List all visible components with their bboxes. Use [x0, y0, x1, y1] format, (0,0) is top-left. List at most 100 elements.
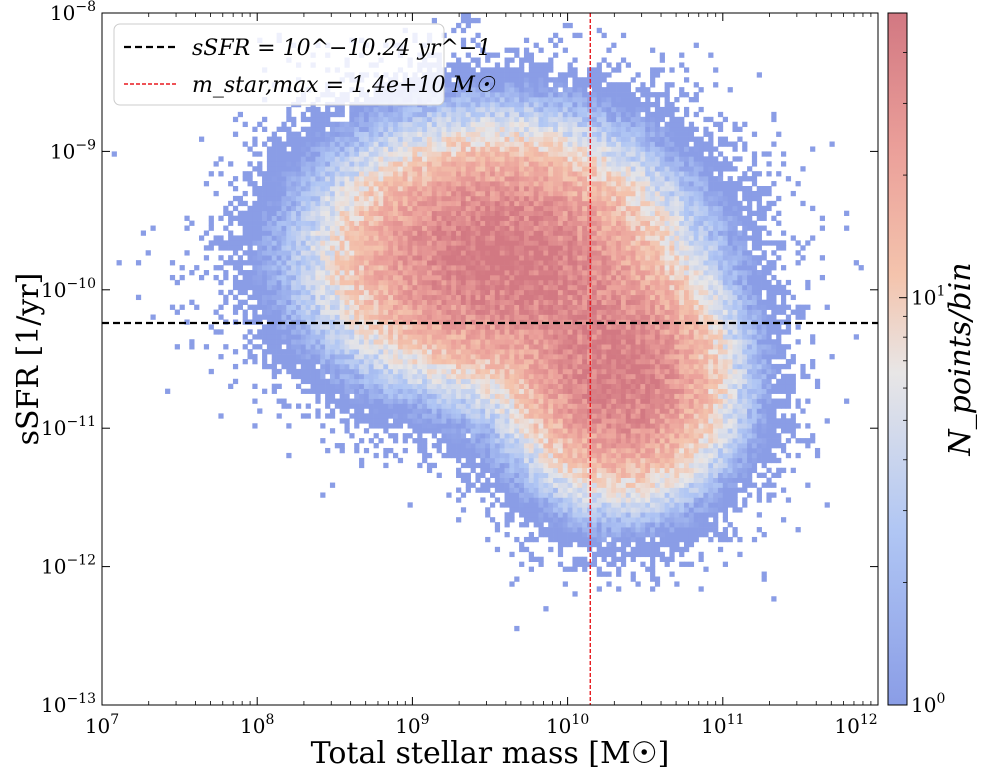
heatmap-cell: [548, 507, 554, 513]
heatmap-cell: [266, 161, 273, 167]
heatmap-cell: [320, 166, 326, 172]
heatmap-cell: [553, 186, 559, 192]
heatmap-cell: [456, 373, 462, 380]
heatmap-cell: [519, 329, 525, 335]
heatmap-cell: [417, 260, 423, 266]
heatmap-cell: [431, 462, 437, 469]
heatmap-cell: [470, 106, 476, 113]
heatmap-cell: [276, 126, 282, 132]
heatmap-cell: [509, 551, 515, 558]
heatmap-cell: [344, 363, 350, 370]
heatmap-cell: [378, 235, 384, 241]
heatmap-cell: [499, 274, 505, 281]
heatmap-cell: [286, 151, 292, 157]
heatmap-cell: [354, 349, 360, 355]
heatmap-cell: [509, 314, 515, 320]
heatmap-cell: [422, 270, 428, 276]
heatmap-cell: [271, 344, 277, 350]
heatmap-cell: [325, 270, 331, 276]
heatmap-cell: [359, 220, 365, 226]
heatmap-cell: [402, 270, 408, 276]
heatmap-cell: [325, 121, 331, 128]
heatmap-cell: [242, 289, 248, 296]
heatmap-cell: [378, 309, 384, 315]
heatmap-cell: [281, 141, 287, 147]
heatmap-cell: [475, 240, 481, 246]
heatmap-cell: [465, 329, 471, 335]
heatmap-cell: [553, 250, 559, 256]
heatmap-cell: [504, 329, 510, 335]
heatmap-cell: [548, 57, 554, 63]
heatmap-cell: [523, 210, 530, 216]
heatmap-cell: [388, 111, 394, 118]
heatmap-cell: [528, 116, 534, 123]
heatmap-cell: [426, 181, 433, 187]
heatmap-cell: [286, 270, 292, 276]
heatmap-cell: [475, 403, 481, 409]
heatmap-cell: [315, 186, 321, 192]
heatmap-cell: [257, 166, 263, 172]
heatmap-cell: [553, 497, 559, 503]
heatmap-cell: [407, 294, 413, 301]
heatmap-cell: [451, 314, 457, 320]
heatmap-cell: [494, 319, 501, 325]
heatmap-cell: [475, 230, 481, 236]
heatmap-cell: [271, 250, 277, 256]
heatmap-cell: [329, 363, 336, 370]
heatmap-cell: [349, 220, 355, 226]
heatmap-cell: [383, 190, 389, 197]
heatmap-cell: [281, 329, 287, 335]
heatmap-cell: [528, 131, 534, 137]
heatmap-cell: [310, 171, 316, 177]
heatmap-cell: [509, 284, 515, 291]
heatmap-cell: [393, 433, 399, 439]
heatmap-cell: [339, 136, 345, 142]
heatmap-cell: [441, 324, 447, 330]
heatmap-cell: [543, 156, 549, 162]
heatmap-cell: [344, 225, 350, 231]
heatmap-cell: [296, 339, 302, 345]
heatmap-cell: [334, 240, 340, 246]
heatmap-cell: [422, 265, 428, 271]
heatmap-cell: [538, 230, 544, 236]
heatmap-cell: [441, 398, 447, 404]
heatmap-cell: [441, 309, 447, 315]
heatmap-cell: [480, 265, 486, 271]
heatmap-cell: [359, 106, 365, 113]
heatmap-cell: [485, 82, 491, 88]
heatmap-cell: [480, 339, 486, 345]
heatmap-cell: [490, 190, 496, 197]
heatmap-cell: [548, 141, 554, 147]
heatmap-cell: [557, 294, 564, 301]
heatmap-cell: [315, 398, 321, 404]
heatmap-cell: [334, 235, 340, 241]
heatmap-cell: [426, 111, 433, 118]
heatmap-cell: [519, 522, 525, 528]
heatmap-cell: [363, 304, 370, 310]
heatmap-cell: [523, 383, 530, 389]
heatmap-cell: [276, 314, 282, 320]
heatmap-cell: [509, 373, 515, 380]
heatmap-cell: [417, 359, 423, 365]
heatmap-cell: [368, 126, 374, 132]
heatmap-cell: [470, 344, 476, 350]
heatmap-cell: [553, 344, 559, 350]
heatmap-cell: [451, 438, 457, 444]
heatmap-cell: [480, 452, 486, 459]
heatmap-cell: [494, 433, 501, 439]
heatmap-cell: [393, 393, 399, 399]
heatmap-cell: [291, 359, 297, 365]
heatmap-cell: [223, 274, 229, 281]
heatmap-cell: [548, 240, 554, 246]
heatmap-cell: [388, 324, 394, 330]
heatmap-cell: [460, 324, 467, 330]
heatmap-cell: [354, 265, 360, 271]
heatmap-cell: [557, 428, 564, 434]
heatmap-cell: [504, 532, 510, 538]
heatmap-cell: [456, 190, 462, 197]
heatmap-cell: [436, 270, 442, 276]
heatmap-cell: [441, 220, 447, 226]
heatmap-cell: [402, 240, 408, 246]
heatmap-cell: [271, 210, 277, 216]
heatmap-cell: [543, 314, 549, 320]
